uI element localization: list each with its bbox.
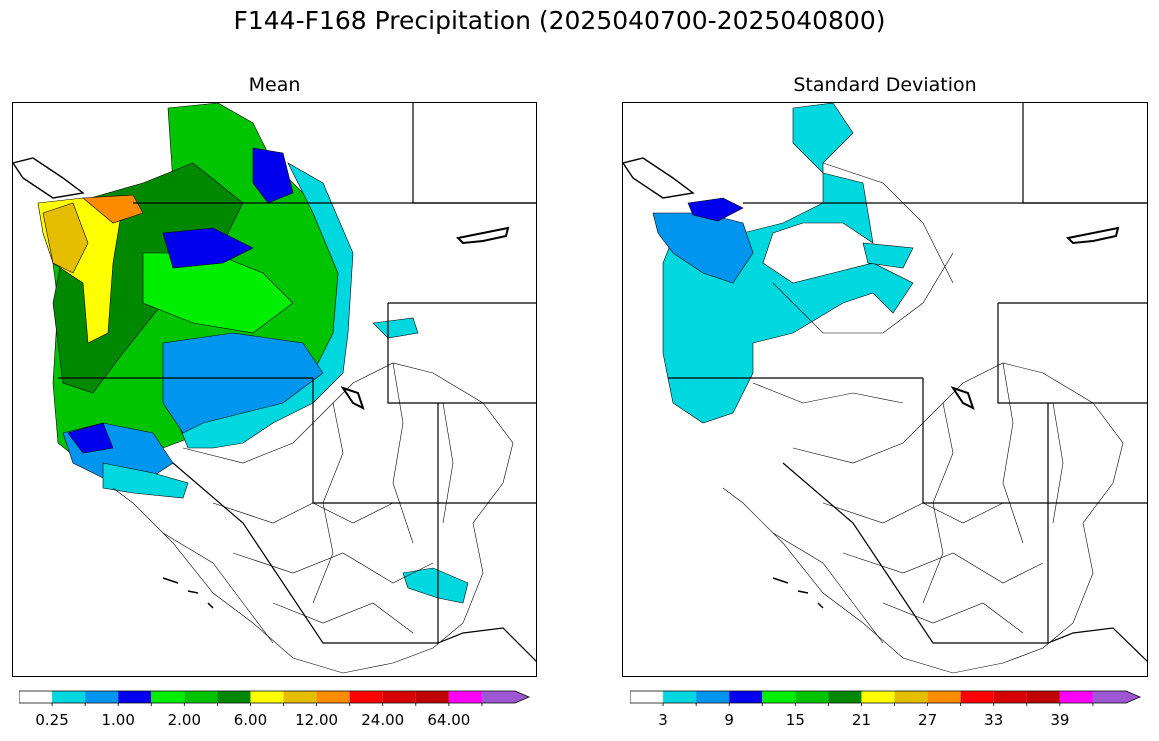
mean-colorbar-segment [250,691,284,703]
precip-cyan-east [372,317,419,339]
precip-lightblue-region [162,332,324,434]
figure-title: F144-F168 Precipitation (2025040700-2025… [233,6,886,35]
std-colorbar-segment [894,691,928,703]
std-colorbar-segment [729,691,763,703]
mean-colorbar-label: 6.00 [233,711,268,729]
std-colorbar-segment [630,691,664,703]
mean-colorbar-segment [415,691,449,703]
std-colorbar-label: 3 [658,711,668,729]
lake-feature [455,226,510,245]
mean-map [12,102,537,677]
state-borders [58,103,536,662]
std-lake-feature [1065,226,1120,245]
std-colorbar-segment [993,691,1027,703]
std-colorbar-label: 33 [984,711,1004,729]
std-colorbar-segment [696,691,730,703]
std-colorbar-label: 21 [851,711,871,729]
std-colorbar [630,690,1142,706]
precip-blue-north [252,147,294,204]
std-colorbar-label: 27 [918,711,938,729]
mean-colorbar-label: 24.00 [361,711,405,729]
std-map-svg [623,103,1147,674]
great-salt-lake [340,386,365,410]
mean-colorbar-segment [118,691,152,703]
std-colorbar-label: 15 [785,711,805,729]
std-colorbar-segment [1059,691,1093,703]
precip-blue-south [67,422,114,454]
mean-colorbar-segment [349,691,383,703]
mean-colorbar-segment [217,691,251,703]
mean-colorbar-label: 64.00 [427,711,471,729]
mean-colorbar-segment [19,691,53,703]
precip-cyan-sw [402,567,469,604]
std-state-borders [668,103,1147,662]
std-map [622,102,1148,677]
std-colorbar-segment [960,691,994,703]
precip-gold-region [42,202,89,274]
mean-colorbar-label: 0.25 [35,711,69,729]
mean-colorbar-label: 1.00 [101,711,135,729]
precip-blue-region [162,227,254,269]
std-cyan-region [662,103,914,424]
std-vancouver-island [623,157,695,199]
std-colorbar-segment [1026,691,1060,703]
mean-colorbar-segment [382,691,416,703]
vancouver-island [13,157,85,199]
std-colorbar-label: 39 [1050,711,1070,729]
std-channel-islands [772,577,824,609]
mean-colorbar-outline [19,690,531,704]
std-cyan-east [862,242,914,269]
precip-cyan-south [102,462,189,499]
mean-colorbar-segment [316,691,350,703]
std-colorbar-segment [828,691,862,703]
std-colorbar-segment [663,691,697,703]
std-colorbar-label: 9 [724,711,734,729]
std-colorbar-outline [630,690,1142,704]
std-colorbar-segment [762,691,796,703]
std-colorbar-segment [861,691,895,703]
mean-colorbar-segment [52,691,86,703]
precip-orange-region [82,194,144,224]
mean-map-svg [13,103,536,676]
std-panel-title: Standard Deviation [793,74,977,96]
mean-colorbar [19,690,531,706]
std-colorbar-segment [795,691,829,703]
mean-colorbar-segment [448,691,482,703]
mean-colorbar-segment [283,691,317,703]
mean-colorbar-segment [184,691,218,703]
std-blue-region [687,197,744,222]
mean-colorbar-label: 12.00 [295,711,339,729]
mean-colorbar-segment [85,691,119,703]
mean-colorbar-label: 2.00 [167,711,202,729]
mean-colorbar-segment [151,691,185,703]
mean-colorbar-segment [481,691,529,703]
mean-panel-title: Mean [248,74,301,96]
channel-islands [162,577,214,609]
std-colorbar-segment [927,691,961,703]
std-colorbar-segment [1092,691,1140,703]
std-great-salt-lake [950,386,975,410]
